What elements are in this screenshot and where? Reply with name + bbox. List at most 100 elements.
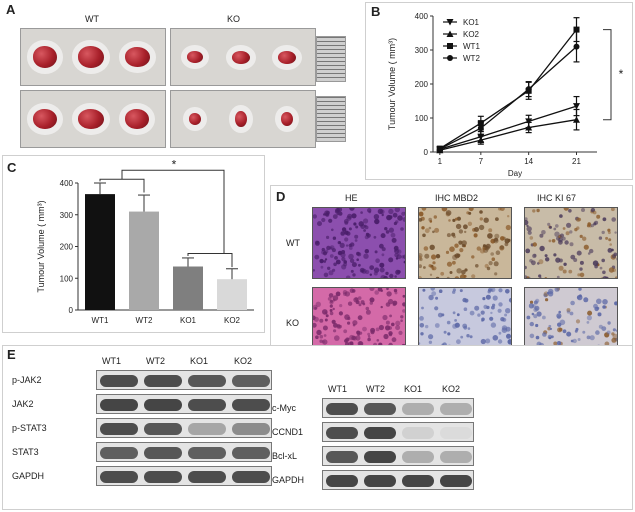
tumor-specimen	[235, 111, 247, 127]
y-axis-label: Tumour Volume ( mm³)	[387, 38, 397, 130]
bar-ko2	[217, 279, 247, 310]
blot-band	[364, 451, 396, 463]
data-point	[573, 26, 580, 33]
x-axis-label: Day	[508, 169, 522, 178]
blot-row-label-gapdh: GAPDH	[12, 471, 45, 481]
wt-label: WT	[85, 14, 99, 24]
legend-marker	[446, 19, 454, 26]
blot-band	[326, 427, 358, 439]
y-tick-label: 0	[69, 306, 74, 315]
tumor-photo	[170, 90, 316, 148]
data-point	[446, 19, 454, 26]
blot-band	[326, 475, 358, 487]
blot-band	[144, 399, 182, 411]
tumour-volume-bar-chart: 0 100 200 300 400 Tumour Volume ( mm³) WT1 WT2 K…	[36, 157, 254, 325]
blot-lane-label-ko2: KO2	[442, 384, 461, 394]
scale-ruler	[316, 36, 346, 82]
blot-band	[188, 423, 226, 435]
blot-band	[364, 403, 396, 415]
blot-strip-gapdh	[96, 466, 272, 486]
blot-band	[188, 447, 226, 459]
panel-b-label: B	[371, 4, 381, 19]
blot-strip-stat3	[96, 442, 272, 462]
blot-band	[100, 471, 138, 483]
series-line	[439, 29, 578, 150]
ihc-image	[524, 207, 618, 279]
blot-band	[144, 423, 182, 435]
y-tick-label: 200	[415, 80, 429, 89]
significance-star: *	[172, 157, 177, 171]
y-tick-label: 100	[60, 274, 74, 283]
x-tick-label-wt1: WT1	[92, 316, 109, 325]
bracket-wt	[99, 178, 145, 193]
col-ki67-label: IHC KI 67	[537, 193, 577, 203]
legend-marker	[447, 55, 453, 61]
y-tick-label: 0	[424, 148, 429, 157]
data-point	[447, 43, 453, 49]
y-tick-label: 300	[415, 46, 429, 55]
tumor-specimen	[232, 50, 250, 64]
col-mbd2-label: IHC MBD2	[435, 193, 479, 203]
data-point	[436, 145, 443, 152]
blot-band	[402, 427, 434, 439]
blot-band	[440, 451, 472, 463]
tumor-specimen	[33, 46, 57, 68]
x-tick-label-ko1: KO1	[180, 316, 197, 325]
data-point	[447, 55, 453, 61]
panel-b-frame	[365, 2, 633, 180]
data-point	[573, 116, 580, 123]
x-tick-label-wt2: WT2	[136, 316, 153, 325]
series-ko2	[436, 108, 580, 154]
panel-c-label: C	[7, 160, 17, 175]
legend-label-ko1: KO1	[463, 18, 480, 27]
blot-band	[100, 423, 138, 435]
blot-band	[100, 399, 138, 411]
data-point	[477, 136, 485, 144]
tumor-specimen	[78, 109, 104, 129]
data-point	[446, 30, 454, 37]
ihc-texture	[525, 208, 617, 278]
blot-row-label-ccnd1: CCND1	[272, 427, 304, 437]
ihc-texture	[313, 208, 405, 278]
bar-ko1	[173, 266, 203, 310]
col-he-label: HE	[345, 193, 358, 203]
bracket-main	[121, 169, 225, 254]
series-line	[439, 105, 577, 150]
blot-lane-label-wt2: WT2	[366, 384, 385, 394]
y-tick-label: 200	[60, 243, 74, 252]
significance-star: *	[619, 67, 624, 81]
legend-label-ko2: KO2	[463, 30, 480, 39]
panel-a-label: A	[6, 2, 16, 17]
blot-row-label-jak2: JAK2	[12, 399, 34, 409]
data-point	[525, 124, 533, 131]
ihc-image	[418, 207, 512, 279]
blot-strip-c-myc	[322, 398, 474, 418]
y-tick-label: 400	[415, 12, 429, 21]
legend-label-wt1: WT1	[463, 42, 480, 51]
panel-d-label: D	[276, 189, 286, 204]
ihc-micrographs	[312, 207, 630, 359]
blot-band	[440, 427, 472, 439]
blot-band	[326, 451, 358, 463]
x-tick-label-ko2: KO2	[224, 316, 241, 325]
ihc-texture	[419, 208, 511, 278]
blot-strip-gapdh	[322, 470, 474, 490]
panel-e-label: E	[7, 347, 16, 362]
blot-strip-p-jak2	[96, 370, 272, 390]
blot-band	[364, 427, 396, 439]
blot-band	[144, 471, 182, 483]
y-tick-label: 100	[415, 114, 429, 123]
blot-strip-p-stat3	[96, 418, 272, 438]
blot-row-label-p-jak2: p-JAK2	[12, 375, 42, 385]
blot-band	[232, 399, 270, 411]
scale-ruler	[316, 96, 346, 142]
x-tick-label: 21	[572, 157, 581, 166]
blot-band	[188, 399, 226, 411]
blot-band	[232, 375, 270, 387]
blot-band	[232, 471, 270, 483]
row-wt-label: WT	[286, 238, 300, 248]
significance-bracket	[603, 29, 612, 121]
data-point	[573, 103, 580, 110]
x-tick-label: 1	[438, 157, 443, 166]
tumor-specimen	[124, 47, 150, 67]
